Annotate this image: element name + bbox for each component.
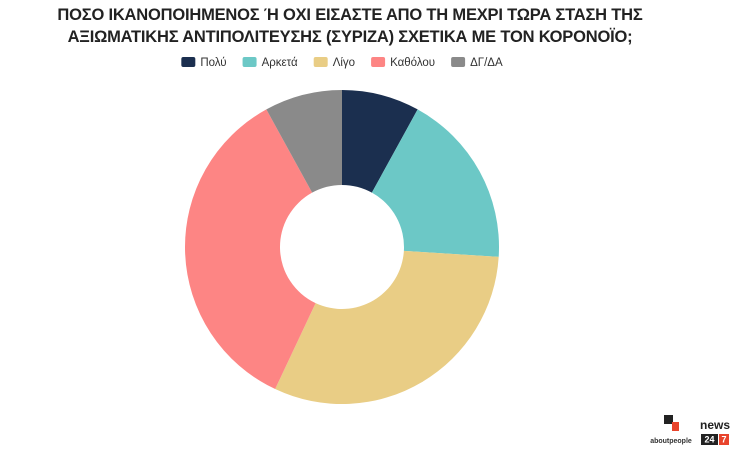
chart-title: ΠΟΣΟ ΙΚΑΝΟΠΟΙΗΜΕΝΟΣ Ή ΟΧΙ ΕΙΣΑΣΤΕ ΑΠΟ ΤΗ… [57,6,643,46]
legend-swatch [313,57,328,67]
logo-news247: news 24 7 [700,418,730,445]
legend-label: Πολύ [200,57,226,69]
donut-slice [342,90,418,193]
donut-slice [266,90,342,193]
legend-swatch [242,57,257,67]
donut [185,90,499,404]
legend: Πολύ Αρκετά Λίγο Καθόλου ΔΓ/ΔΑ [181,57,503,69]
logo-icon [672,422,679,431]
legend-swatch [371,57,386,67]
legend-swatch [451,57,466,67]
logo-text: news [700,418,730,432]
logo-box [701,434,718,445]
donut-slice [185,109,316,390]
legend-label: Λίγο [333,57,355,69]
logo-text: 24 [704,434,714,444]
logo-icon [664,415,673,424]
legend-label: ΔΓ/ΔΑ [470,57,503,69]
logo-box [719,434,729,445]
logo-text: aboutpeople [650,438,692,445]
donut-slice [275,250,499,404]
legend-label: Καθόλου [390,57,435,69]
logo-aboutpeople: aboutpeople [650,415,692,445]
legend-label: Αρκετά [262,57,298,69]
logo-text: 7 [721,434,726,444]
donut-slice [371,109,499,257]
legend-swatch [181,57,196,67]
